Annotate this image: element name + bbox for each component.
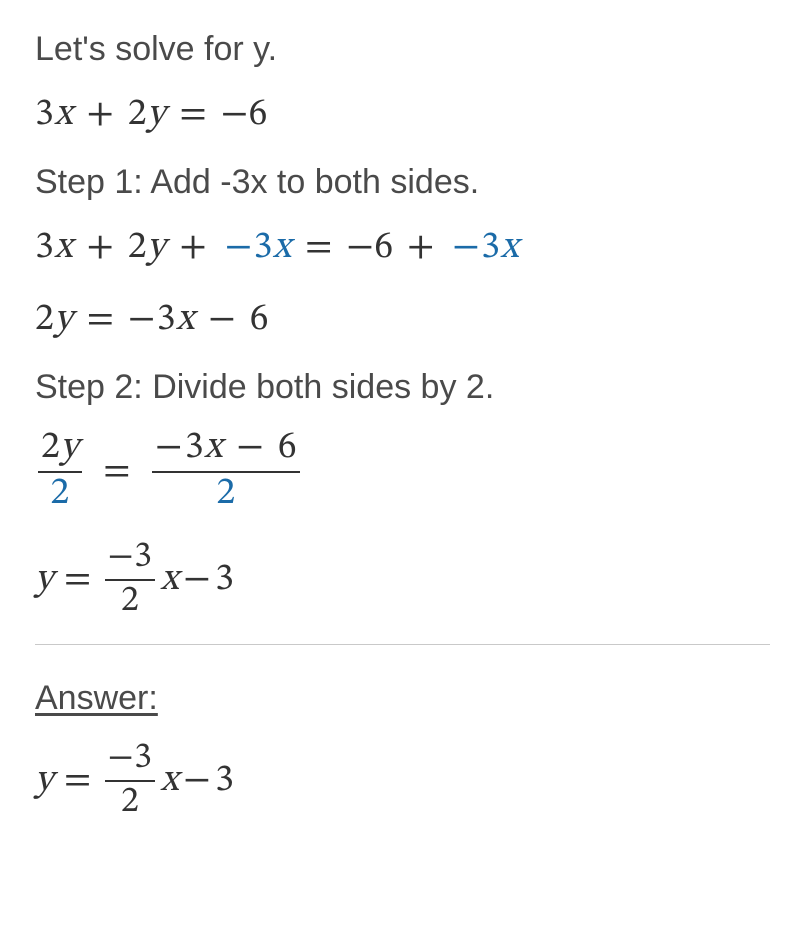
coef-3: 3: [35, 96, 54, 134]
answer-equation: y = −3 2 x − 3: [35, 740, 770, 822]
op-eq: =: [54, 556, 102, 604]
var-y: y: [35, 757, 54, 805]
equation-original: 3x + 2y = −6: [35, 91, 770, 139]
step1-label: Step 1: Add -3x to both sides.: [35, 163, 770, 202]
step2-equation: 2y 2 = −3x − 6 2: [35, 429, 770, 515]
var-x: x: [160, 556, 179, 604]
step2-label: Step 2: Divide both sides by 2.: [35, 368, 770, 407]
step2-result: y = −3 2 x − 3: [35, 539, 770, 621]
rhs-neg6: −6: [221, 96, 268, 134]
op-minus: −: [179, 556, 215, 604]
op-plus: +: [82, 96, 118, 134]
const-3: 3: [215, 556, 234, 604]
fraction-coef: −3 2: [105, 740, 156, 822]
fraction-coef: −3 2: [105, 539, 156, 621]
op-plus: +: [175, 229, 211, 267]
var-x: x: [54, 96, 73, 134]
const-3: 3: [215, 757, 234, 805]
rhs-neg6: −6: [346, 229, 393, 267]
intro-text: Let's solve for y.: [35, 30, 770, 69]
fraction-left: 2y 2: [38, 429, 82, 515]
op-eq: =: [85, 448, 149, 496]
coef-2: 2: [128, 96, 147, 134]
var-y: y: [35, 556, 54, 604]
fraction-right: −3x − 6 2: [152, 429, 300, 515]
op-eq: =: [301, 229, 337, 267]
op-eq: =: [175, 96, 211, 134]
op-minus: −: [179, 757, 215, 805]
answer-label: Answer:: [35, 679, 770, 718]
op-plus: +: [403, 229, 439, 267]
divider: [35, 644, 770, 645]
op-eq: =: [54, 757, 102, 805]
var-y: y: [147, 96, 166, 134]
var-x: x: [160, 757, 179, 805]
step1-equation: 3x + 2y + −3x = −6 + −3x: [35, 224, 770, 272]
step1-result: 2y = −3x − 6: [35, 296, 770, 344]
